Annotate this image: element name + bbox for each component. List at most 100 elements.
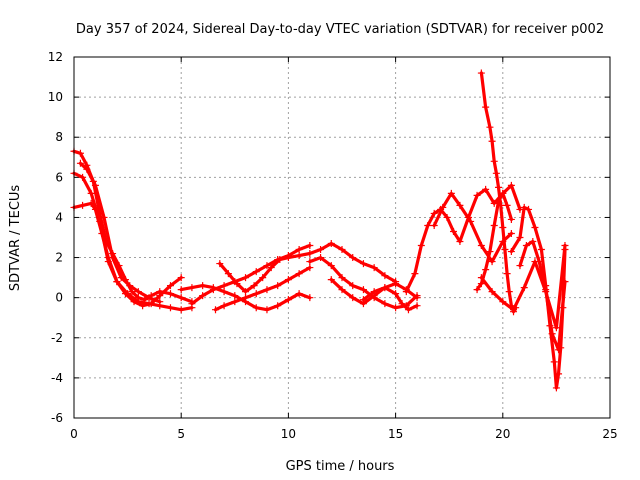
data-point [79,201,87,209]
data-point [134,298,142,306]
y-tick-label: 8 [55,130,63,144]
data-point [231,298,239,306]
data-point [370,288,378,296]
data-point [495,183,503,191]
data-point [188,300,196,308]
y-tick-label: 2 [55,251,63,265]
y-tick-label: -6 [51,411,63,425]
data-point [488,137,496,145]
data-point [507,215,515,223]
data-point [535,258,543,266]
markers-arc-6 [212,264,314,314]
data-point [166,290,174,298]
data-point [98,229,106,237]
data-point [242,288,250,296]
data-point [516,262,524,270]
data-point [220,282,228,290]
data-point [177,274,185,282]
data-point [537,246,545,254]
data-point [124,290,132,298]
data-point [267,264,275,272]
y-tick-label: -2 [51,331,63,345]
data-point [91,205,99,213]
data-point [216,260,224,268]
data-point [327,276,335,284]
data-point [490,221,498,229]
data-point [145,300,153,308]
data-point [156,292,164,300]
data-point [381,284,389,292]
x-tick-labels: 0 5 10 15 20 25 [70,427,617,441]
data-point [503,270,511,278]
y-tick-label: 6 [55,170,63,184]
data-point [284,254,292,262]
data-point [233,280,241,288]
series-arc-4 [78,161,162,304]
data-point [109,254,117,262]
data-point [259,274,267,282]
markers-arc-18 [516,238,569,354]
data-point [327,240,335,248]
data-point [220,302,228,310]
data-point [381,300,389,308]
data-point [477,69,485,77]
data-point [370,264,378,272]
data-point [548,330,556,338]
data-point [349,294,357,302]
data-point [91,181,99,189]
data-point [516,234,524,241]
data-point [516,205,524,213]
data-point [430,209,438,217]
y-axis-label: SDTVAR / TECUs [8,185,23,292]
data-point [550,358,558,366]
data-point [177,286,185,294]
series-arc-6 [213,266,312,312]
data-point [413,294,421,302]
data-point [295,270,303,278]
data-point [488,258,496,266]
data-point [338,246,346,254]
data-point [306,264,314,272]
data-point [477,280,485,288]
data-point [499,223,507,231]
data-point [392,290,400,298]
data-point [242,298,250,306]
data-point [134,288,142,296]
data-point [295,246,303,254]
plot-frame [73,56,611,419]
data-point [359,296,367,304]
data-point [488,288,496,296]
data-point [199,292,207,300]
data-point [520,284,528,292]
markers-arc-11 [359,284,421,314]
y-tick-label: 4 [55,210,63,224]
x-tick-label: 20 [495,427,510,441]
data-point [473,286,481,294]
data-point [263,262,271,270]
data-point [177,306,185,314]
data-point [497,201,505,209]
chart-title: Day 357 of 2024, Sidereal Day-to-day VTE… [76,22,604,37]
data-point [486,123,494,131]
data-point [473,191,481,199]
data-point [482,266,490,274]
series-arc-18 [518,239,567,352]
series-arc-1 [72,149,194,304]
data-point [231,292,239,300]
data-point [507,181,515,189]
data-point [510,306,518,314]
data-point [252,290,260,298]
markers-arc-4 [76,159,164,306]
data-point [284,276,292,284]
data-point [492,169,500,177]
data-point [263,306,271,314]
data-point [555,370,563,378]
data-point [499,298,507,306]
data-point [83,165,91,173]
data-point [145,294,153,302]
data-point [449,227,457,235]
markers-arc-3 [70,199,196,314]
data-point [477,242,485,250]
data-point [467,217,475,225]
x-tick-label: 0 [70,427,78,441]
